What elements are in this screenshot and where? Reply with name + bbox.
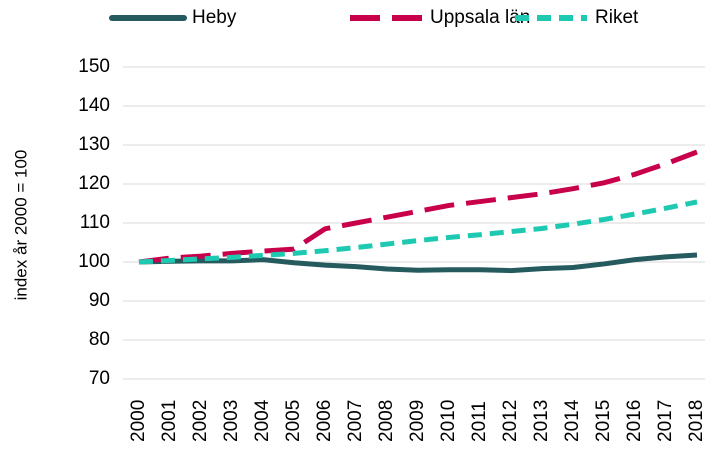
x-tick-label: 2002 (190, 400, 211, 442)
x-tick-label: 2008 (376, 400, 397, 442)
x-tick-label: 2003 (221, 400, 242, 442)
legend-label: Heby (192, 7, 237, 28)
x-tick-label: 2013 (531, 400, 552, 442)
x-tick-label: 2016 (624, 400, 645, 442)
data-line (138, 199, 698, 265)
x-tick-label: 2005 (283, 400, 304, 442)
y-tick-label: 110 (80, 212, 110, 233)
x-tick-label: 2004 (252, 399, 273, 442)
y-axis-label: index år 2000 = 100 (11, 150, 30, 301)
y-tick-label: 120 (78, 173, 110, 194)
legend-label: Uppsala län (430, 7, 530, 28)
x-tick-label: 2010 (438, 400, 459, 442)
data-line (138, 149, 698, 265)
y-tick-label: 100 (78, 251, 110, 272)
x-tick-label: 2001 (159, 400, 180, 442)
x-tick-label: 2012 (500, 400, 521, 442)
y-tick-label: 90 (89, 290, 110, 311)
x-tick-label: 2011 (469, 401, 490, 442)
legend-label: Riket (595, 7, 639, 28)
y-tick-label: 70 (89, 368, 110, 389)
x-tick-label: 2018 (686, 400, 707, 442)
y-tick-label: 150 (78, 56, 110, 77)
x-tick-label: 2000 (128, 400, 149, 442)
x-tick-label: 2017 (655, 400, 676, 442)
x-tick-label: 2015 (593, 400, 614, 442)
x-tick-label: 2007 (345, 400, 366, 442)
data-line (138, 252, 698, 274)
x-tick-label: 2014 (562, 399, 583, 442)
y-tick-label: 140 (78, 95, 110, 116)
x-tick-label: 2006 (314, 400, 335, 442)
y-tick-label: 80 (89, 329, 110, 350)
x-tick-label: 2009 (407, 400, 428, 442)
y-tick-label: 130 (78, 134, 110, 155)
